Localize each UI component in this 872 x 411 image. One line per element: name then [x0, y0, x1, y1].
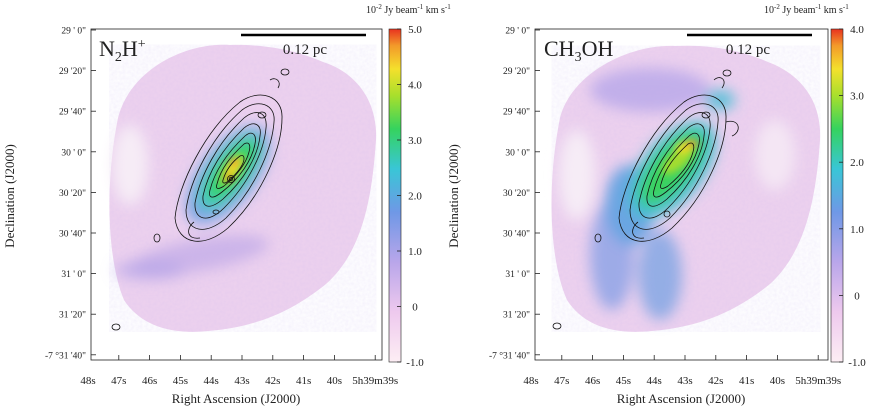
x-tick-label-ch3oh: 47s	[554, 375, 569, 387]
x-tick-label-ch3oh: 44s	[647, 375, 662, 387]
y-tick-label-ch3oh: 29 '20"	[503, 67, 530, 77]
colorbar-tick-label-ch3oh: 4.0	[850, 24, 864, 36]
y-tick-label-ch3oh: 29 '40"	[503, 108, 530, 118]
colorbar-ticks-ch3oh: 4.0 3.0 2.0 1.0 0 -1.0	[839, 24, 866, 369]
x-tick-label-ch3oh: 43s	[677, 375, 692, 387]
x-tick-label-n2h: 41s	[296, 375, 311, 387]
y-tick-label-n2h: 29 ' 0"	[61, 27, 86, 37]
plot-frame-n2h	[90, 28, 383, 361]
y-tick-label-n2h: 30 '40"	[59, 230, 86, 240]
colorbar-ch3oh	[830, 28, 844, 363]
colorbar-tick-label-ch3oh: 1.0	[850, 224, 864, 236]
x-ticks-n2h: 48s 47s 46s 45s 44s 43s 42s 41s 40s 5h39m39s	[80, 355, 398, 387]
y-ticks-ch3oh: 29 ' 0" 29 '20" 29 '40" 30 ' 0" 30 '20" 30 '4…	[489, 27, 540, 361]
scalebar-label-n2h: 0.12 pc	[283, 42, 328, 58]
x-tick-label-ch3oh: 40s	[770, 375, 785, 387]
colorbar-tick-label-n2h: 2.0	[408, 191, 422, 203]
y-tick-label-n2h: 29 '20"	[59, 67, 86, 77]
plot-frame-ch3oh	[534, 28, 829, 361]
y-tick-label-n2h: 31 '20"	[59, 311, 86, 321]
x-tick-label-ch3oh: 46s	[585, 375, 600, 387]
y-tick-label-n2h: 30 ' 0"	[61, 148, 86, 158]
emission-map-ch3oh	[551, 45, 821, 332]
colorbar-unit-n2h: 10-2 Jy beam-1 km s-1	[366, 3, 451, 16]
y-tick-label-n2h: -7 °31 '40"	[45, 350, 86, 361]
x-tick-label-n2h: 47s	[111, 375, 126, 387]
scalebar-label-ch3oh: 0.12 pc	[726, 42, 771, 58]
x-tick-label-n2h: 48s	[80, 375, 95, 387]
x-tick-label-n2h: 44s	[204, 375, 219, 387]
colorbar-ticks-n2h: 5.0 4.0 3.0 2.0 1.0 0 -1.0	[397, 24, 424, 369]
y-ticks-n2h: 29 ' 0" 29 '20" 29 '40" 30 ' 0" 30 '20" 30 '4…	[45, 27, 96, 361]
y-tick-label-ch3oh: 30 ' 0"	[505, 148, 530, 158]
y-axis-label-ch3oh: Declination (J2000)	[446, 144, 461, 248]
x-tick-label-n2h: 42s	[265, 375, 280, 387]
panel-n2h: 48s 47s 46s 45s 44s 43s 42s 41s 40s 5h39m39s 29 '…	[2, 3, 451, 406]
colorbar-tick-label-n2h: 5.0	[408, 24, 422, 36]
x-axis-label-ch3oh: Right Ascension (J2000)	[617, 391, 746, 406]
y-axis-label-n2h: Declination (J2000)	[2, 144, 17, 248]
y-tick-label-n2h: 30 '20"	[59, 189, 86, 199]
y-tick-label-ch3oh: 29 ' 0"	[505, 27, 530, 37]
panel-ch3oh: 48s 47s 46s 45s 44s 43s 42s 41s 40s 5h39m39s 29 '…	[446, 3, 866, 406]
x-tick-label-ch3oh: 41s	[739, 375, 754, 387]
emission-map-n2h	[109, 44, 377, 332]
y-tick-label-ch3oh: 31 '20"	[503, 311, 530, 321]
colorbar-tick-label-n2h: -1.0	[406, 357, 424, 369]
y-tick-label-ch3oh: -7 °31 '40"	[489, 350, 530, 361]
x-tick-label-ch3oh: 5h39m39s	[795, 375, 841, 387]
x-tick-label-ch3oh: 48s	[523, 375, 538, 387]
colorbar-tick-label-ch3oh: 3.0	[850, 91, 864, 103]
molecule-label-ch3oh: CH3OH	[544, 36, 613, 65]
colorbar-unit-ch3oh: 10-2 Jy beam-1 km s-1	[764, 3, 849, 16]
colorbar-tick-label-ch3oh: 2.0	[850, 157, 864, 169]
x-tick-label-n2h: 5h39m39s	[352, 375, 398, 387]
x-tick-label-n2h: 45s	[173, 375, 188, 387]
contours-ch3oh	[552, 69, 739, 330]
contours-n2h	[111, 68, 290, 331]
y-tick-label-n2h: 31 ' 0"	[61, 270, 86, 280]
x-tick-label-n2h: 46s	[142, 375, 157, 387]
x-tick-label-ch3oh: 42s	[708, 375, 723, 387]
colorbar-tick-label-n2h: 3.0	[408, 135, 422, 147]
x-axis-label-n2h: Right Ascension (J2000)	[172, 391, 301, 406]
colorbar-tick-label-ch3oh: -1.0	[848, 357, 866, 369]
colorbar-tick-label-n2h: 0	[412, 302, 418, 314]
x-tick-label-ch3oh: 45s	[616, 375, 631, 387]
colorbar-tick-label-n2h: 4.0	[408, 80, 422, 92]
colorbar-tick-label-ch3oh: 0	[854, 290, 860, 302]
colorbar-tick-label-n2h: 1.0	[408, 246, 422, 258]
x-tick-label-n2h: 40s	[327, 375, 342, 387]
x-tick-label-n2h: 43s	[234, 375, 249, 387]
y-tick-label-ch3oh: 30 '40"	[503, 230, 530, 240]
x-ticks-ch3oh: 48s 47s 46s 45s 44s 43s 42s 41s 40s 5h39m39s	[523, 355, 841, 387]
y-tick-label-ch3oh: 31 ' 0"	[505, 270, 530, 280]
y-tick-label-n2h: 29 '40"	[59, 108, 86, 118]
y-tick-label-ch3oh: 30 '20"	[503, 189, 530, 199]
molecule-label-n2h: N2H+	[99, 36, 146, 65]
